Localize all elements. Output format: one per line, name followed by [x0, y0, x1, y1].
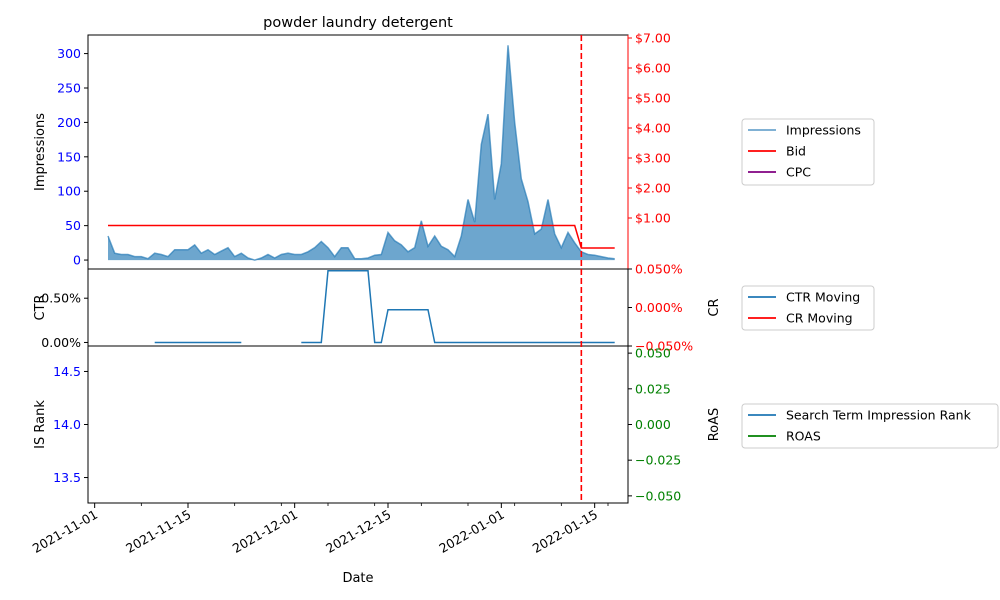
legend-box: [741, 403, 999, 449]
left-axis-label: CTR: [33, 294, 48, 320]
x-tick-label: 2022-01-15: [530, 507, 600, 556]
left-tick-label: 200: [57, 115, 81, 130]
x-tick-label: 2021-12-01: [230, 507, 300, 556]
left-tick-label: 300: [57, 46, 81, 61]
right-tick-label: $1.00: [635, 211, 671, 226]
legend-label: Search Term Impression Rank: [786, 408, 972, 423]
left-tick-label: 13.5: [53, 470, 81, 485]
panel-frame: [87, 345, 629, 504]
impressions-line: [107, 45, 615, 261]
right-tick-label: −0.050: [635, 488, 681, 503]
right-tick-label: −0.050%: [635, 339, 693, 354]
left-tick-label: 14.5: [53, 364, 81, 379]
panel-frame: [87, 268, 629, 347]
left-tick-label: 50: [65, 218, 81, 233]
right-tick-label: $5.00: [635, 91, 671, 106]
right-tick-label: $6.00: [635, 61, 671, 76]
chart-title: powder laundry detergent: [263, 15, 453, 31]
right-tick-label: 0.050: [635, 346, 671, 361]
right-tick-label: $4.00: [635, 121, 671, 136]
left-tick-label: 0.50%: [41, 291, 81, 306]
legend-label: CR Moving: [786, 311, 853, 326]
left-axis-label: Impressions: [33, 113, 48, 191]
right-tick-label: 0.050%: [635, 262, 683, 277]
x-tick-label: 2022-01-01: [436, 507, 506, 556]
series-line-bid: [108, 224, 615, 249]
left-tick-label: 14.0: [53, 417, 81, 432]
right-axis-label: CR: [707, 298, 722, 316]
legend-label: CTR Moving: [786, 290, 860, 305]
left-tick-label: 150: [57, 149, 81, 164]
left-axis-label: IS Rank: [33, 400, 48, 449]
right-tick-label: 0.000: [635, 417, 671, 432]
legend-label: Impressions: [786, 123, 861, 138]
right-tick-label: −0.025: [635, 453, 681, 468]
x-tick-label: 2021-11-01: [30, 507, 100, 556]
right-tick-label: $3.00: [635, 151, 671, 166]
left-tick-label: 250: [57, 80, 81, 95]
right-tick-label: $7.00: [635, 31, 671, 46]
legend-label: Bid: [786, 144, 806, 159]
left-tick-label: 100: [57, 184, 81, 199]
right-tick-label: 0.025: [635, 381, 671, 396]
left-tick-label: 0.00%: [41, 335, 81, 350]
legend-label: CPC: [786, 165, 811, 180]
right-axis-label: RoAS: [707, 408, 722, 442]
impressions-area: [108, 45, 615, 261]
right-tick-label: 0.000%: [635, 300, 683, 315]
x-tick-label: 2021-12-15: [323, 507, 393, 556]
x-tick-label: 2021-11-15: [123, 507, 193, 556]
series-line-ctr-moving: [301, 270, 615, 344]
legend-box: [741, 118, 875, 186]
right-tick-label: $2.00: [635, 181, 671, 196]
legend-label: ROAS: [786, 429, 821, 444]
x-axis-label: Date: [342, 571, 373, 586]
left-tick-label: 0: [73, 253, 81, 268]
